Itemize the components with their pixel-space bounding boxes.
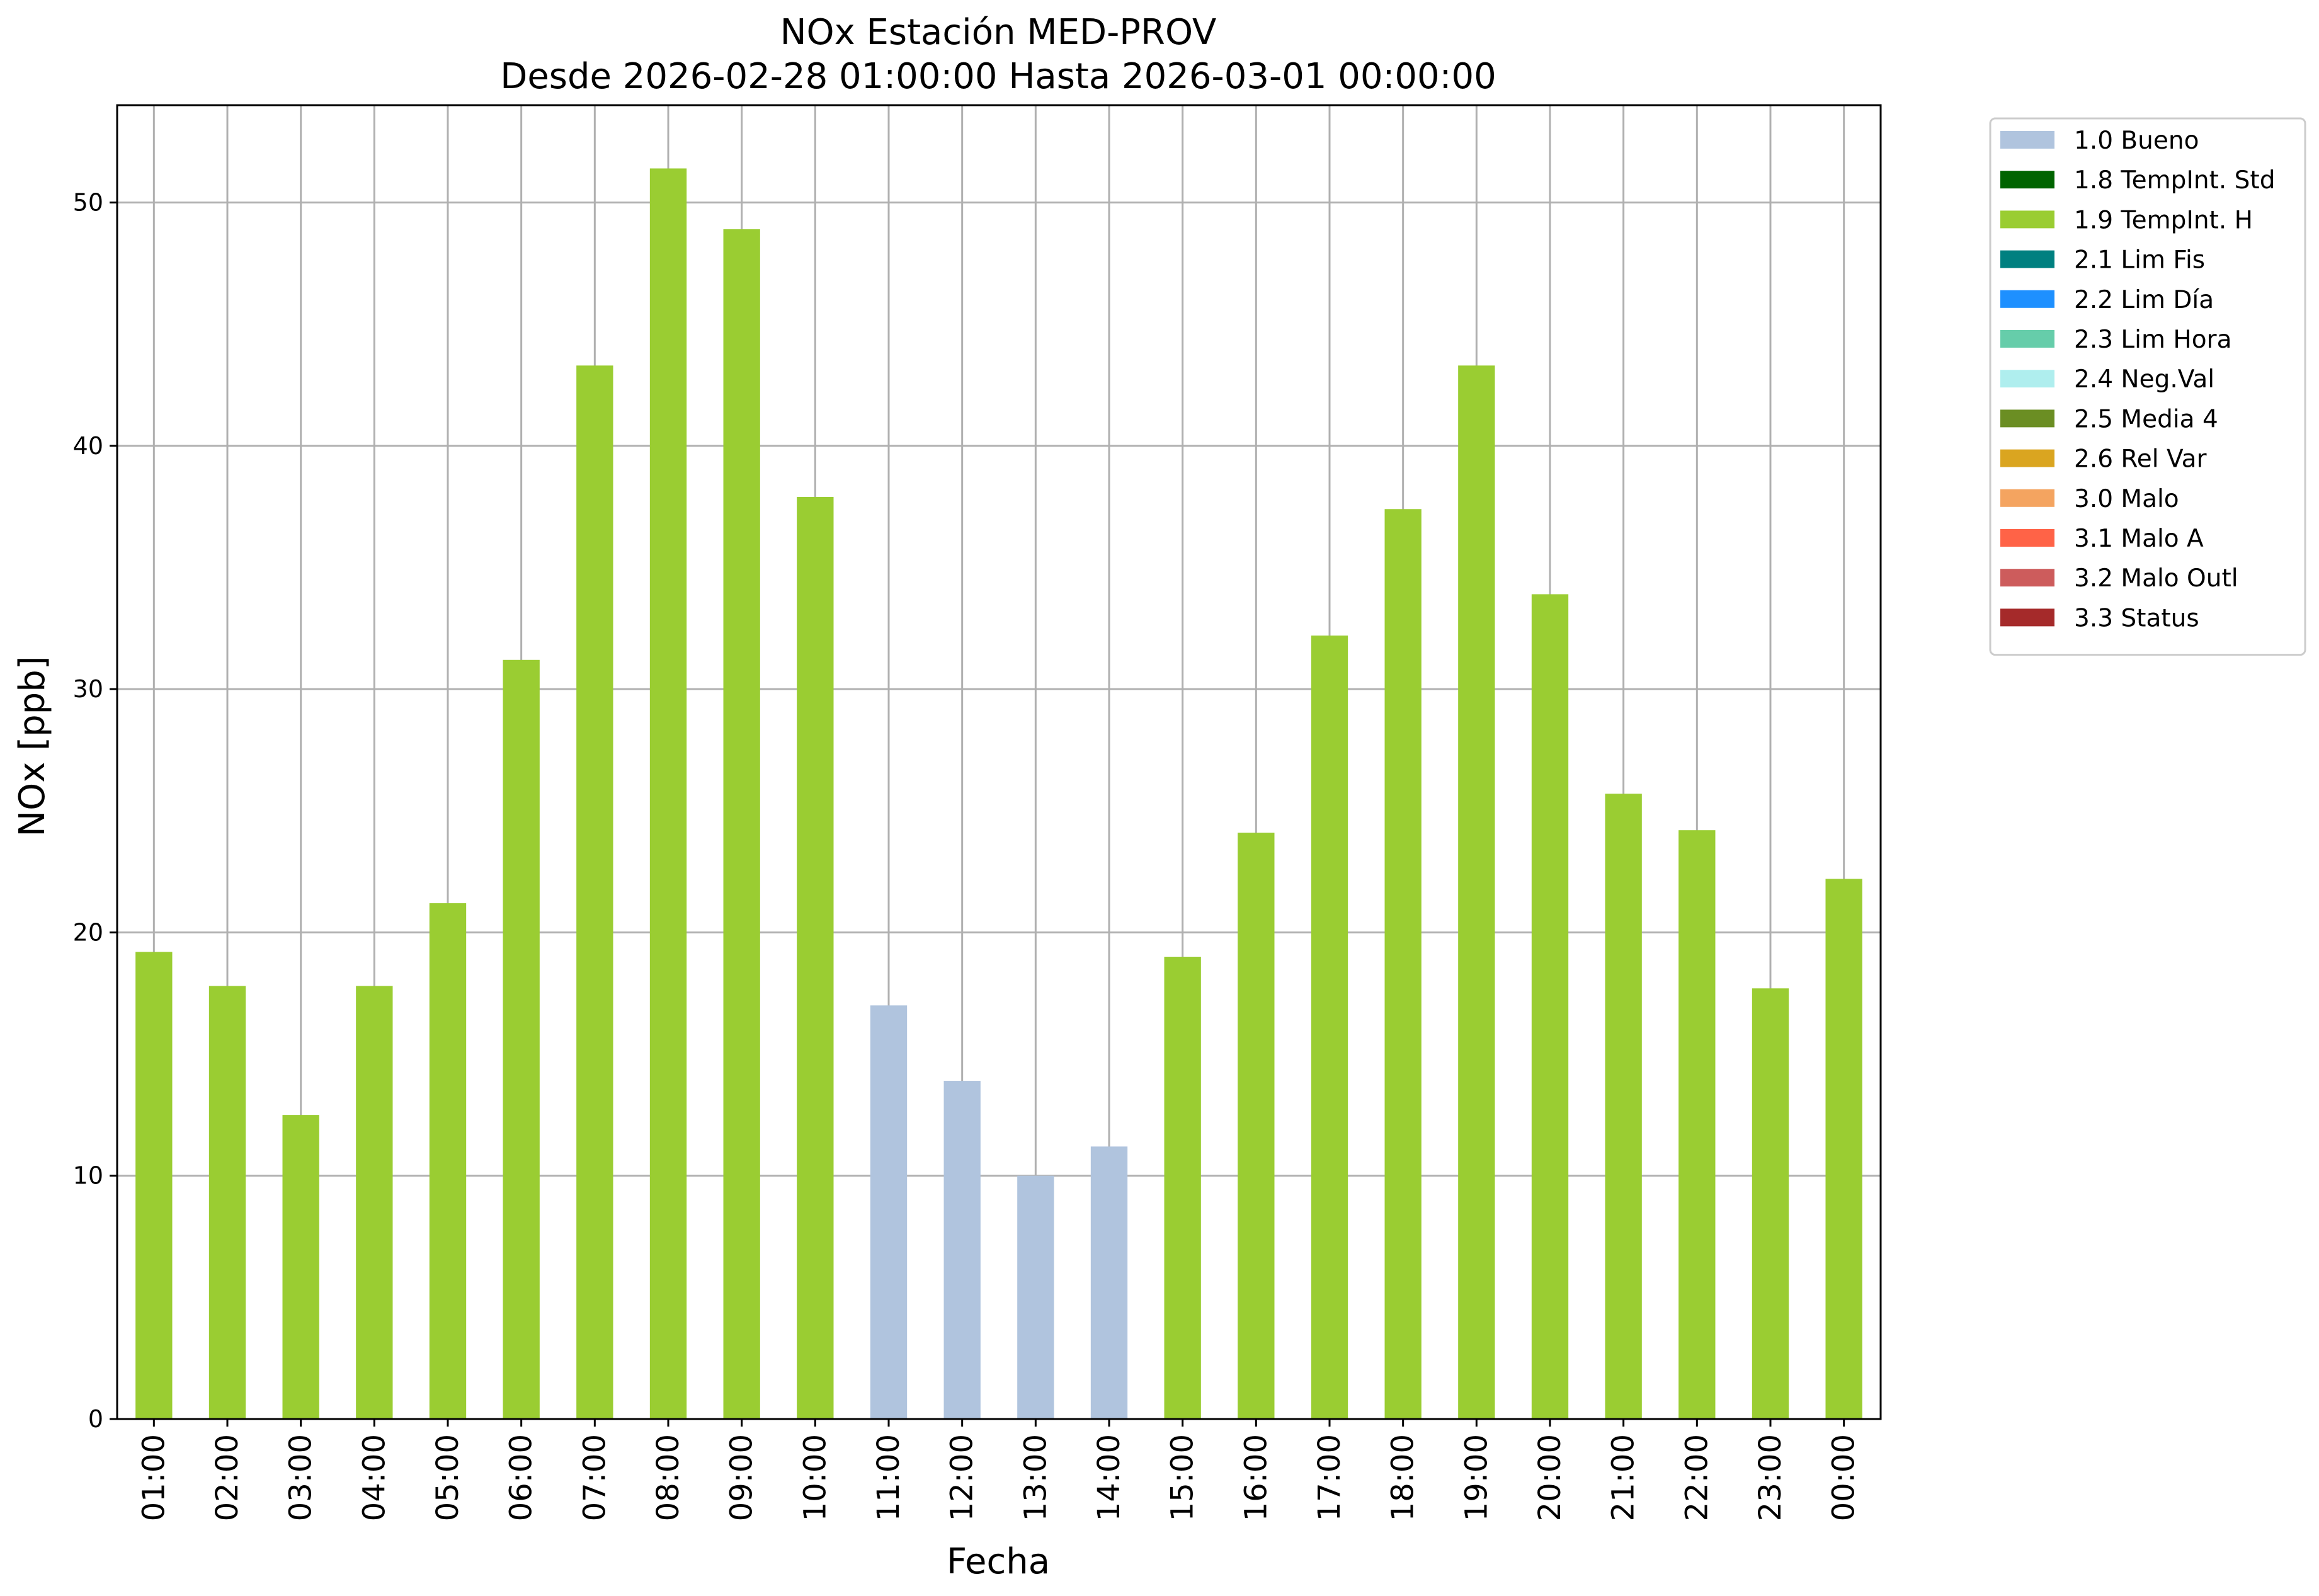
x-tick-label: 20:00	[1532, 1434, 1568, 1521]
legend-label: 3.3 Status	[2074, 604, 2199, 632]
bar-1000	[797, 496, 834, 1419]
legend-swatch-3-0	[2000, 489, 2054, 507]
legend-swatch-1-8	[2000, 171, 2054, 189]
bar-1500	[1164, 957, 1201, 1419]
bar-0500	[429, 903, 467, 1419]
y-tick-label: 10	[73, 1162, 103, 1190]
x-tick-label: 21:00	[1606, 1434, 1641, 1521]
bar-1900	[1458, 365, 1495, 1419]
x-axis-label: Fecha	[947, 1541, 1050, 1582]
bar-1400	[1090, 1146, 1128, 1419]
y-tick-label: 30	[73, 675, 103, 703]
bar-1200	[943, 1081, 981, 1419]
y-tick-label: 0	[88, 1405, 103, 1433]
bar-0600	[503, 659, 540, 1419]
bar-1600	[1238, 833, 1275, 1419]
y-tick-label: 20	[73, 918, 103, 946]
x-tick-label: 06:00	[504, 1434, 539, 1521]
legend-swatch-3-2	[2000, 569, 2054, 587]
bar-1800	[1384, 509, 1422, 1419]
x-tick-label: 17:00	[1312, 1434, 1347, 1521]
legend-swatch-2-3	[2000, 330, 2054, 348]
x-tick-label: 09:00	[724, 1434, 760, 1521]
x-tick-label: 04:00	[356, 1434, 392, 1521]
legend-label: 2.6 Rel Var	[2074, 445, 2208, 474]
legend-label: 2.3 Lim Hora	[2074, 326, 2232, 354]
legend-swatch-1-9	[2000, 210, 2054, 229]
y-axis-label: NOx [ppb]	[12, 656, 53, 836]
legend: 1.0 Bueno 1.8 TempInt. Std 1.9 TempInt. H 2…	[1989, 117, 2306, 656]
bar-1700	[1311, 636, 1348, 1419]
bar-0200	[208, 986, 246, 1419]
x-tick-label: 15:00	[1165, 1434, 1200, 1521]
legend-label: 3.1 Malo A	[2074, 525, 2204, 553]
legend-swatch-2-6	[2000, 449, 2054, 467]
chart-title: NOx Estación MED-PROV	[780, 12, 1217, 53]
x-tick-label: 05:00	[430, 1434, 465, 1521]
x-tick-label: 19:00	[1459, 1434, 1494, 1521]
x-ticks: 01:00 02:00 03:00 04:00 05:00 06:00 07:00 08:00…	[136, 1419, 1862, 1521]
legend-swatch-3-1	[2000, 529, 2054, 547]
legend-label: 3.2 Malo Outl	[2074, 564, 2238, 593]
y-tick-label: 40	[73, 432, 103, 460]
legend-label: 3.0 Malo	[2074, 485, 2179, 513]
legend-label: 2.2 Lim Día	[2074, 286, 2214, 314]
x-tick-label: 08:00	[651, 1434, 686, 1521]
legend-label: 1.0 Bueno	[2074, 127, 2199, 155]
x-tick-label: 07:00	[577, 1434, 612, 1521]
bar-1100	[870, 1005, 908, 1419]
legend-swatch-2-4	[2000, 370, 2054, 388]
plot-frame	[116, 104, 1882, 1420]
bar-2200	[1678, 830, 1716, 1419]
legend-swatch-3-3	[2000, 608, 2054, 627]
x-tick-label: 22:00	[1679, 1434, 1714, 1521]
bar-0100	[135, 952, 173, 1419]
bar-1300	[1017, 1175, 1054, 1419]
x-tick-label: 02:00	[210, 1434, 245, 1521]
bar-2000	[1531, 594, 1569, 1419]
legend-label: 2.5 Media 4	[2074, 405, 2218, 433]
legend-swatch-2-5	[2000, 409, 2054, 428]
legend-swatch-1-0	[2000, 131, 2054, 149]
x-tick-label: 16:00	[1238, 1434, 1273, 1521]
y-ticks: 0 10 20 30 40 50	[73, 189, 117, 1433]
legend-label: 2.1 Lim Fis	[2074, 246, 2205, 275]
x-tick-label: 18:00	[1386, 1434, 1421, 1521]
legend-label: 1.9 TempInt. H	[2074, 206, 2253, 234]
x-tick-label: 11:00	[871, 1434, 906, 1521]
bar-0800	[649, 168, 687, 1420]
bar-0400	[356, 986, 393, 1419]
bars	[135, 168, 1862, 1420]
x-tick-label: 13:00	[1018, 1434, 1053, 1521]
x-tick-label: 14:00	[1091, 1434, 1127, 1521]
legend-swatch-2-2	[2000, 290, 2054, 308]
bar-0300	[282, 1115, 319, 1419]
bar-0000	[1825, 879, 1862, 1419]
x-tick-label: 01:00	[136, 1434, 171, 1521]
bar-2300	[1752, 988, 1789, 1419]
y-tick-label: 50	[73, 189, 103, 217]
x-tick-label: 23:00	[1753, 1434, 1788, 1521]
legend-label: 2.4 Neg.Val	[2074, 365, 2214, 394]
x-tick-label: 03:00	[283, 1434, 319, 1521]
bar-0700	[576, 365, 613, 1419]
legend-swatch-2-1	[2000, 250, 2054, 268]
x-tick-label: 12:00	[945, 1434, 980, 1521]
chart-subtitle: Desde 2026-02-28 01:00:00 Hasta 2026-03-…	[500, 56, 1496, 97]
x-tick-label: 10:00	[797, 1434, 833, 1521]
bar-0900	[723, 229, 760, 1419]
legend-frame	[1989, 117, 2306, 656]
x-tick-label: 00:00	[1826, 1434, 1862, 1521]
bar-2100	[1605, 794, 1642, 1419]
legend-label: 1.8 TempInt. Std	[2074, 166, 2275, 195]
